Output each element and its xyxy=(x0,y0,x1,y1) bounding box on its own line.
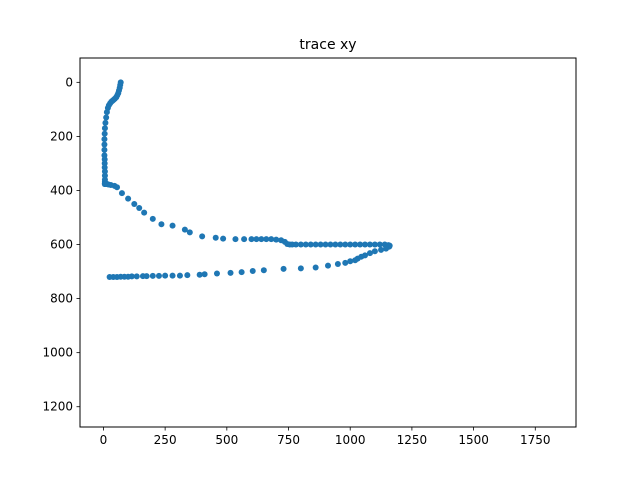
data-point xyxy=(196,271,203,278)
data-point xyxy=(101,130,108,137)
x-tick-label: 750 xyxy=(277,433,300,447)
data-point xyxy=(101,141,108,148)
data-point xyxy=(249,268,256,275)
data-point xyxy=(347,258,354,265)
x-tick-label: 250 xyxy=(154,433,177,447)
data-point xyxy=(332,241,339,248)
data-point xyxy=(268,236,275,243)
x-axis: 0 250 500 750 1000 1250 1500 1750 xyxy=(100,427,551,447)
data-point xyxy=(199,233,206,240)
y-tick-label: 800 xyxy=(50,292,73,306)
data-point xyxy=(273,236,280,243)
data-point xyxy=(181,226,188,233)
data-point xyxy=(118,190,125,197)
data-point xyxy=(176,272,183,279)
data-point xyxy=(352,241,359,248)
x-tick-label: 1000 xyxy=(335,433,366,447)
data-point xyxy=(378,246,385,253)
y-tick-label: 0 xyxy=(65,75,73,89)
x-tick-label: 1500 xyxy=(458,433,489,447)
data-point xyxy=(133,273,140,280)
data-point xyxy=(102,119,109,126)
data-point xyxy=(292,241,299,248)
data-point xyxy=(101,136,108,143)
data-point xyxy=(212,234,219,241)
data-point xyxy=(325,262,331,269)
data-point xyxy=(101,125,108,132)
x-tick-label: 0 xyxy=(100,433,108,447)
data-point xyxy=(149,215,156,222)
data-point xyxy=(125,195,132,202)
data-point xyxy=(184,272,191,279)
data-point xyxy=(366,250,373,257)
data-point xyxy=(139,273,146,280)
data-point xyxy=(376,241,383,248)
axes-frame xyxy=(79,57,577,428)
data-point xyxy=(297,265,304,272)
data-point xyxy=(258,236,265,243)
y-tick-label: 1200 xyxy=(42,400,73,414)
data-points xyxy=(101,79,393,280)
data-point xyxy=(241,236,248,243)
data-point xyxy=(169,272,176,279)
y-tick-label: 1000 xyxy=(42,346,73,360)
data-point xyxy=(352,257,359,264)
data-point xyxy=(280,265,287,272)
data-point xyxy=(141,209,148,216)
data-point xyxy=(382,245,389,252)
y-axis: 0 200 400 600 800 1000 1200 xyxy=(42,75,80,414)
data-point xyxy=(114,184,121,191)
axes-background xyxy=(80,58,576,427)
y-tick-label: 200 xyxy=(50,129,73,143)
data-point xyxy=(371,241,378,248)
data-point xyxy=(260,267,267,274)
data-point xyxy=(302,241,309,248)
data-point xyxy=(357,241,364,248)
data-point xyxy=(322,241,329,248)
data-point xyxy=(366,241,373,248)
data-point xyxy=(297,241,304,248)
x-tick-label: 1250 xyxy=(397,433,428,447)
data-point xyxy=(362,241,369,248)
data-point xyxy=(253,236,260,243)
data-point xyxy=(248,236,255,243)
data-point xyxy=(136,205,143,212)
data-point xyxy=(347,241,354,248)
data-point xyxy=(169,222,176,229)
data-point xyxy=(106,273,113,280)
x-tick-label: 1750 xyxy=(520,433,551,447)
data-point xyxy=(103,109,110,116)
data-point xyxy=(158,221,165,228)
data-point xyxy=(342,241,349,248)
data-point xyxy=(337,241,344,248)
data-point xyxy=(334,260,341,267)
data-point xyxy=(131,200,138,207)
data-point xyxy=(227,269,234,276)
y-tick-label: 600 xyxy=(50,238,73,252)
data-point xyxy=(371,248,378,255)
data-point xyxy=(342,259,349,266)
data-point xyxy=(149,272,156,279)
y-tick-label: 400 xyxy=(50,183,73,197)
data-point xyxy=(327,241,334,248)
chart-title: trace xy xyxy=(299,37,356,53)
data-point xyxy=(312,264,319,271)
x-tick-label: 500 xyxy=(215,433,238,447)
plot-area xyxy=(79,57,577,428)
data-point xyxy=(201,271,208,278)
data-point xyxy=(317,241,324,248)
data-point xyxy=(232,236,239,243)
data-point xyxy=(220,235,227,242)
data-point xyxy=(263,236,270,243)
data-point xyxy=(103,114,110,121)
data-point xyxy=(155,272,162,279)
data-point xyxy=(213,270,220,277)
data-point xyxy=(238,269,245,276)
data-point xyxy=(101,146,108,153)
data-point xyxy=(307,241,314,248)
data-point xyxy=(312,241,319,248)
data-point xyxy=(186,229,193,236)
data-point xyxy=(162,272,169,279)
